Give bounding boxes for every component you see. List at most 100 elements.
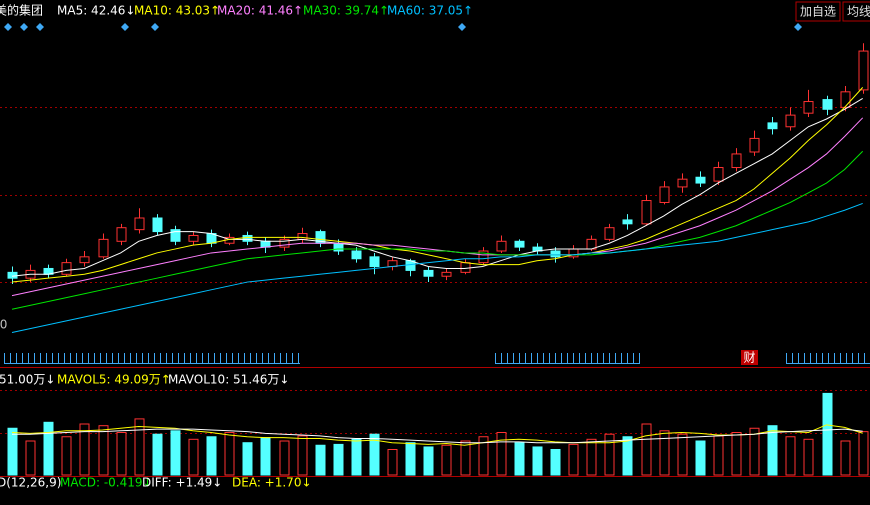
volume-bar	[568, 443, 579, 476]
volume-bar	[25, 440, 36, 476]
volume-bar	[767, 425, 778, 476]
volume-bar	[224, 432, 235, 476]
candle-body	[659, 186, 670, 203]
candle-body	[116, 227, 127, 242]
volume-bar	[134, 418, 145, 476]
volume-bar	[43, 421, 54, 476]
candle-body	[641, 200, 652, 225]
legend-label: MA60: 37.05↑	[387, 4, 473, 18]
candle-body	[98, 238, 109, 258]
volume-bar	[785, 436, 796, 476]
volume-bar	[858, 431, 869, 476]
indicator-label: DIFF: +1.49↓	[142, 476, 222, 490]
volume-bar	[496, 432, 507, 476]
volume-bar	[188, 438, 199, 476]
candle-body	[61, 262, 72, 275]
volume-bar	[369, 433, 380, 476]
y-tick-label: 30.80	[0, 317, 7, 331]
volume-bar	[206, 436, 217, 476]
volume-bar	[659, 430, 670, 476]
volume-bar	[387, 449, 398, 476]
volume-bar	[604, 433, 615, 476]
ma-line	[11, 87, 864, 283]
volume-bar	[98, 425, 109, 476]
indicator-label: DEA: +1.70↓	[232, 476, 312, 490]
indicator-label: MACD: -0.419↓	[60, 476, 153, 490]
candle-body	[514, 240, 525, 248]
legend-label: MA30: 39.74↑	[303, 4, 389, 18]
volume-bar	[315, 444, 326, 476]
volume-bar	[731, 432, 742, 476]
volume-bar	[441, 444, 452, 476]
candle-body	[333, 242, 344, 252]
candle-body	[840, 91, 851, 108]
stock-name: 美的集团	[0, 3, 43, 18]
candle-body	[423, 269, 434, 277]
volume-bar	[822, 392, 833, 476]
candle-body	[713, 167, 724, 182]
candle-body	[170, 229, 181, 242]
candle-body	[622, 219, 633, 225]
volume-bar	[242, 442, 253, 476]
candle-body	[604, 227, 615, 240]
volume-bar	[170, 430, 181, 476]
volume-bar	[405, 442, 416, 476]
volume-bar	[695, 440, 706, 476]
volume-bar	[550, 449, 561, 476]
volume-bar	[79, 423, 90, 476]
candle-body	[441, 271, 452, 277]
add-watch-button[interactable]	[795, 1, 841, 22]
add-watch-label[interactable]: 加自选	[800, 5, 836, 19]
legend-label: MA5: 42.46↓	[57, 4, 135, 18]
candle-body	[695, 176, 706, 184]
toolbar: 加自选 均线	[795, 1, 870, 22]
volume-bar	[586, 438, 597, 476]
legend-label: 51.00万↓	[0, 373, 55, 387]
volume-bar	[478, 436, 489, 476]
candle-body	[822, 99, 833, 110]
candle-body	[785, 114, 796, 128]
candle-body	[767, 122, 778, 130]
volume-bar	[514, 442, 525, 476]
indicator-title: D(12,26,9)	[0, 476, 61, 490]
legend-label: MAVOL5: 49.09万↑	[57, 373, 171, 387]
candle-body	[550, 250, 561, 258]
candle-body	[677, 178, 688, 188]
candle-body	[79, 256, 90, 264]
candle-body	[260, 240, 271, 248]
legend-label: MA10: 43.03↑	[134, 4, 220, 18]
candle-body	[369, 256, 380, 268]
event-badge[interactable]: 财	[743, 351, 755, 365]
volume-bar	[297, 435, 308, 476]
volume-bar	[333, 443, 344, 476]
volume-bar	[260, 437, 271, 476]
top-markers	[4, 23, 802, 31]
volume-bar	[61, 436, 72, 476]
ma-label[interactable]: 均线	[847, 5, 870, 19]
volume-bar	[677, 433, 688, 476]
ma-button[interactable]	[842, 1, 870, 22]
mavol-line	[11, 424, 863, 446]
ma-line	[11, 117, 864, 297]
candle-body	[496, 240, 507, 252]
candle-body	[460, 262, 471, 273]
candle-body	[152, 217, 163, 233]
volume-bar	[713, 435, 724, 476]
ma-line	[11, 97, 863, 277]
candle-body	[188, 234, 199, 242]
ma-line	[11, 202, 863, 334]
event-badge-bg[interactable]	[741, 350, 758, 365]
candle-body	[731, 153, 742, 169]
volume-bar	[840, 440, 851, 476]
legend-label: MAVOL10: 51.46万↓	[168, 373, 289, 387]
volume-bar	[116, 432, 127, 476]
candle-body	[858, 50, 869, 91]
candle-body	[242, 234, 253, 242]
volume-bar	[641, 423, 652, 476]
volume-bar	[279, 440, 290, 476]
candle-body	[297, 233, 308, 240]
candle-body	[279, 238, 290, 248]
candle-body	[351, 250, 362, 260]
candle-body	[7, 271, 18, 279]
